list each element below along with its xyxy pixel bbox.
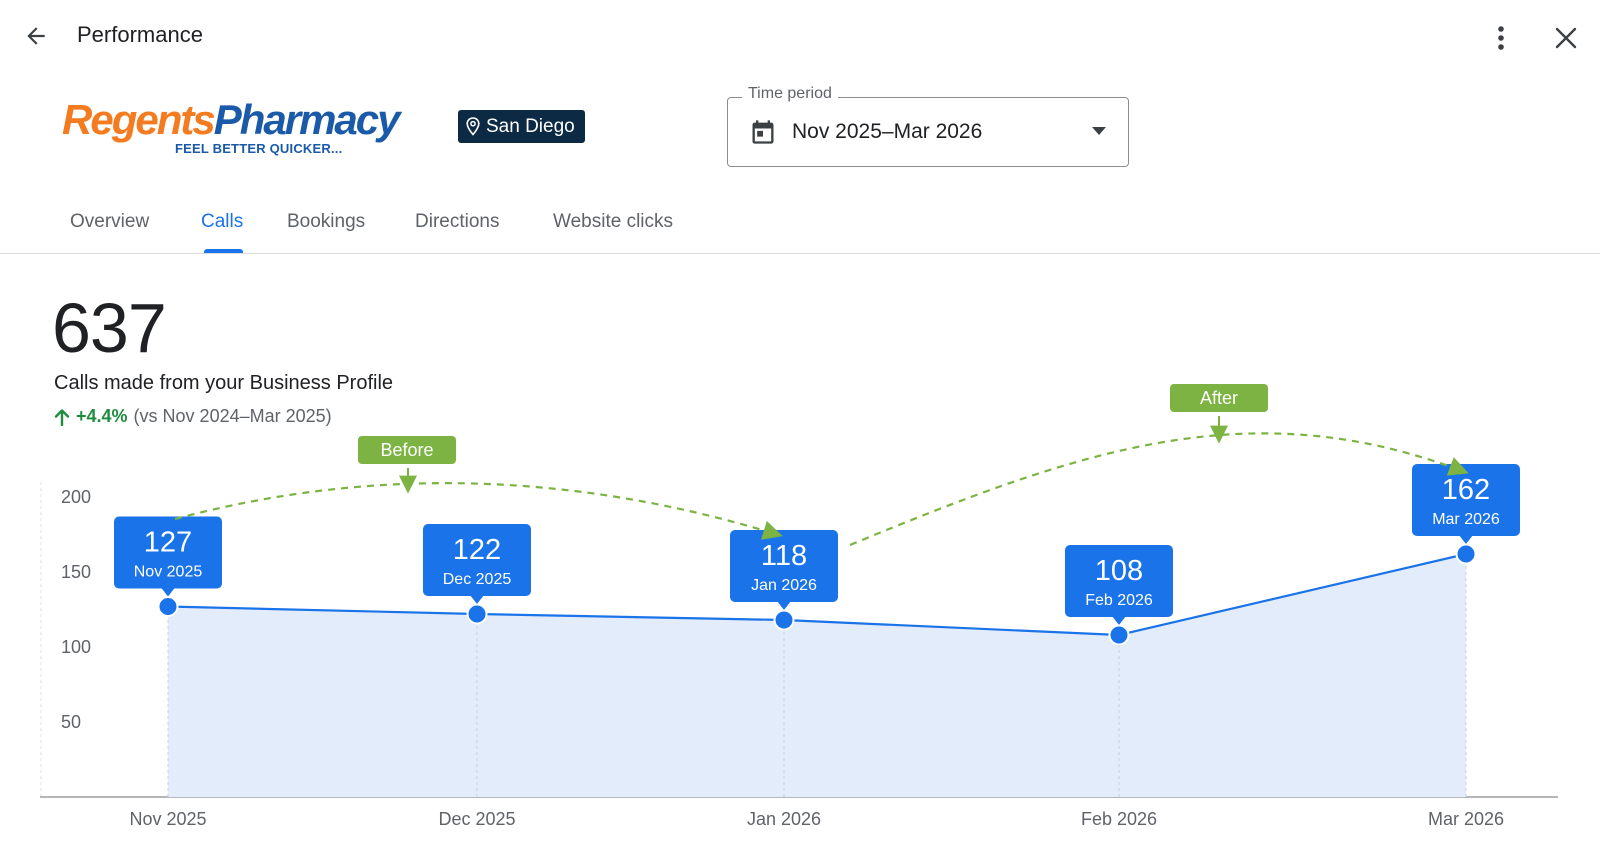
more-vert-icon [1498,26,1504,50]
x-tick-label: Feb 2026 [1081,809,1157,829]
logo-text-primary: Regents [62,96,216,143]
data-label-date: Feb 2026 [1085,592,1153,609]
more-options-button[interactable] [1486,20,1516,56]
callout-pointer [470,595,484,604]
metric-description: Calls made from your Business Profile [54,372,394,394]
y-tick-label: 200 [61,487,91,507]
callout-box [730,530,838,602]
data-callout: 108 Feb 2026 [1065,545,1173,625]
after-label: After [1200,388,1238,408]
back-button[interactable] [18,18,54,54]
logo-text-secondary: Pharmacy [213,96,401,143]
data-point [466,603,488,625]
tab-bookings[interactable]: Bookings [287,211,366,232]
before-badge [358,436,456,464]
tab-directions[interactable]: Directions [415,211,500,232]
x-tick-label: Dec 2025 [438,809,515,829]
data-point [1108,624,1130,646]
callout-box [1412,464,1520,536]
data-point [773,609,795,631]
y-tick-label: 100 [61,637,91,657]
data-label-value: 118 [761,540,807,572]
data-callout: 122 Dec 2025 [423,524,531,604]
data-label-value: 162 [1442,474,1490,506]
arrow-up-icon [54,408,70,426]
callout-pointer [1459,535,1473,544]
data-label-date: Mar 2026 [1432,511,1500,528]
y-tick-label: 50 [61,712,81,732]
data-label-date: Dec 2025 [443,571,512,588]
callout-box [423,524,531,596]
data-label-date: Nov 2025 [134,564,203,581]
data-point [1455,543,1477,565]
time-period-label: Time period [742,85,838,103]
before-arc [174,482,783,540]
change-comparison: (vs Nov 2024–Mar 2025) [133,406,332,426]
location-badge: San Diego [458,110,585,143]
after-badge [1170,384,1268,412]
metric-change: +4.4% (vs Nov 2024–Mar 2025) [54,406,332,427]
after-annotation: After [1170,384,1268,412]
close-icon [1555,27,1577,49]
arrow-back-icon [27,27,45,45]
callout-pointer [777,601,791,610]
tab-website-clicks[interactable]: Website clicks [553,211,674,232]
change-value: +4.4% [76,406,128,426]
x-tick-label: Mar 2026 [1428,809,1504,829]
callout-box [114,516,222,589]
calendar-icon [752,120,774,144]
location-pin-icon [466,117,480,136]
chevron-down-icon [1092,127,1106,135]
y-tick-label: 150 [61,562,91,582]
before-annotation: Before [358,436,456,464]
x-tick-label: Jan 2026 [747,809,821,829]
data-callout: 118 Jan 2026 [730,530,838,610]
tab-calls[interactable]: Calls [201,211,244,232]
data-callout: 127 Nov 2025 [114,516,222,597]
metric-total: 637 [52,289,167,367]
data-label-value: 127 [144,527,192,559]
callout-box [1065,545,1173,617]
page-title: Performance [77,22,203,47]
data-callout: 162 Mar 2026 [1412,464,1520,544]
calls-chart: 200 150 100 50 Nov 2025 Dec 2025 Jan 2026 Feb 2… [40,384,1558,829]
x-tick-label: Nov 2025 [129,809,206,829]
location-label: San Diego [486,115,575,137]
after-arc [849,432,1469,547]
close-button[interactable] [1548,20,1584,56]
time-period-value: Nov 2025–Mar 2026 [792,120,983,143]
time-period-dropdown[interactable] [727,97,1129,167]
callout-pointer [161,587,175,597]
data-label-value: 122 [453,534,501,566]
callout-pointer [1112,616,1126,625]
logo-tagline: FEEL BETTER QUICKER... [175,141,343,156]
before-label: Before [380,440,433,460]
business-logo: RegentsPharmacy FEEL BETTER QUICKER... [62,96,422,166]
data-label-value: 108 [1095,555,1143,587]
divider [0,253,1600,254]
tab-overview[interactable]: Overview [70,211,150,232]
data-label-date: Jan 2026 [751,577,817,594]
data-point [157,596,179,617]
active-tab-indicator [204,249,243,253]
